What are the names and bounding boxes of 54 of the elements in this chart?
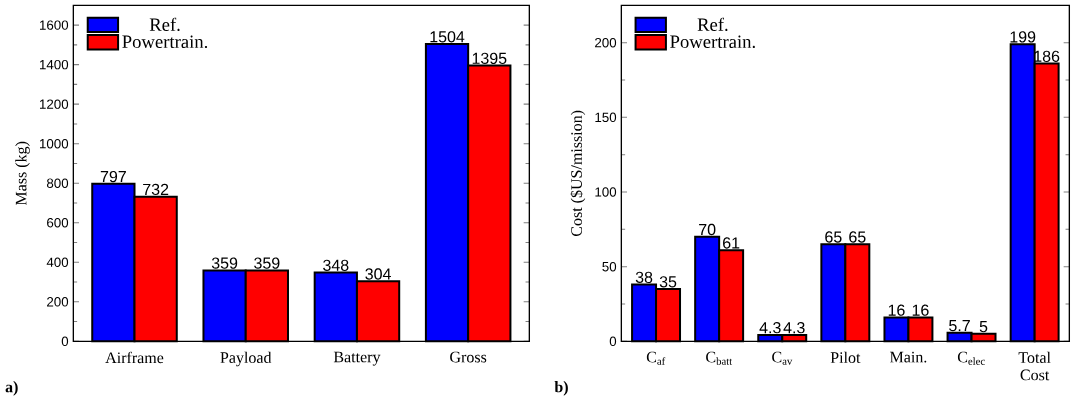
- x-tick-label: C$_{af}$: [646, 351, 666, 365]
- y-axis-title: Mass (kg): [15, 141, 30, 206]
- legend-label: Ref.: [697, 17, 728, 32]
- x-tick-label: Payload: [220, 351, 272, 367]
- x-tick-label: Total Cost: [1018, 351, 1051, 381]
- data-label: 4.3: [759, 321, 781, 334]
- y-tick-label: 800: [46, 178, 69, 188]
- x-tick-label: C$_{elec}$: [957, 351, 985, 365]
- y-tick-label: 1000: [39, 138, 69, 149]
- data-label: 65: [825, 231, 842, 243]
- y-tick-label: 1600: [39, 20, 69, 30]
- y-tick-label: 600: [47, 218, 69, 228]
- y-tick-label: 200: [47, 297, 69, 307]
- data-label: 1504: [430, 31, 465, 43]
- legend-label: Powertrain.: [122, 35, 208, 49]
- data-label: 1395: [472, 52, 507, 64]
- y-tick-label: 1400: [39, 59, 69, 70]
- data-label: 732: [143, 183, 169, 196]
- data-label: 16: [888, 304, 905, 316]
- data-label: 797: [100, 170, 126, 183]
- y-tick-label: 50: [602, 261, 617, 272]
- y-tick-label: 100: [595, 187, 617, 197]
- data-label: 70: [699, 223, 716, 236]
- data-label: 65: [849, 231, 866, 243]
- data-label: 16: [912, 304, 929, 316]
- y-tick-label: 1200: [39, 99, 69, 109]
- y-tick-label: 150: [595, 112, 617, 123]
- y-tick-label: 200: [595, 37, 617, 48]
- data-label: 5.7: [949, 320, 970, 332]
- legend-label: Ref.: [149, 17, 180, 32]
- data-label: 359: [254, 257, 280, 269]
- data-label: 359: [211, 257, 238, 269]
- data-label: 38: [635, 271, 653, 283]
- data-label: 4.3: [783, 321, 805, 334]
- y-tick-label: 0: [609, 336, 617, 347]
- x-tick-label: Main.: [890, 351, 927, 363]
- x-tick-label: Airframe: [105, 351, 164, 364]
- x-tick-label: Pilot: [830, 351, 861, 363]
- x-tick-label: C$_{av}$: [772, 351, 793, 365]
- y-axis-title: Cost ($US/mission): [570, 110, 586, 237]
- data-label: 61: [723, 237, 740, 249]
- y-tick-label: 400: [46, 257, 69, 267]
- x-tick-label: C$_{batt}$: [706, 351, 733, 365]
- y-tick-label: 0: [61, 336, 69, 347]
- legend-label: Powertrain.: [670, 35, 755, 49]
- data-label: 199: [1010, 31, 1036, 43]
- text: a): [5, 381, 18, 396]
- text: b): [554, 381, 568, 396]
- data-label: 35: [659, 276, 677, 288]
- data-label: 348: [323, 259, 349, 271]
- x-tick-label: Battery: [333, 351, 381, 366]
- x-tick-label: Gross: [450, 351, 487, 363]
- data-label: 5: [979, 321, 988, 333]
- data-label: 304: [365, 268, 391, 280]
